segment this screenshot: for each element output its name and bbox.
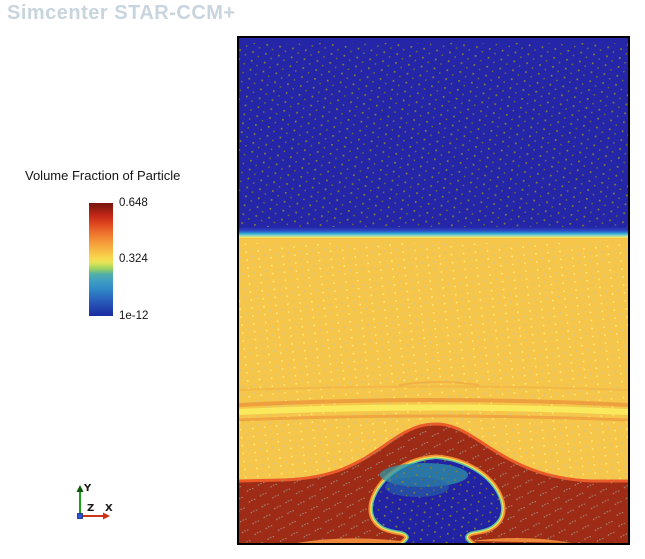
z-axis-origin-icon bbox=[77, 513, 83, 519]
x-axis-arrow-icon bbox=[103, 512, 110, 520]
orientation-triad: Y Z X bbox=[76, 483, 113, 520]
legend-tick-mid: 0.324 bbox=[119, 253, 148, 265]
top-phase-speckle bbox=[239, 43, 628, 228]
legend-tick-max: 0.648 bbox=[119, 197, 148, 209]
graphics-scene[interactable] bbox=[237, 36, 630, 545]
interface-band bbox=[239, 227, 628, 240]
bottom-streaks bbox=[297, 537, 571, 543]
legend-title: Volume Fraction of Particle bbox=[25, 168, 181, 183]
bubble-speckle bbox=[372, 459, 502, 543]
y-axis-arrow-icon bbox=[76, 485, 84, 492]
x-axis-label: X bbox=[105, 503, 113, 514]
gas-bubble bbox=[368, 454, 506, 543]
y-axis-label: Y bbox=[83, 483, 92, 494]
concentration-stripes bbox=[239, 381, 628, 422]
z-axis-label: Z bbox=[87, 503, 94, 514]
legend-tick-min: 1e-12 bbox=[119, 310, 149, 322]
brand-watermark: Simcenter STAR-CCM+ bbox=[7, 2, 236, 24]
simulation-view bbox=[239, 38, 628, 543]
colorbar bbox=[89, 203, 113, 316]
